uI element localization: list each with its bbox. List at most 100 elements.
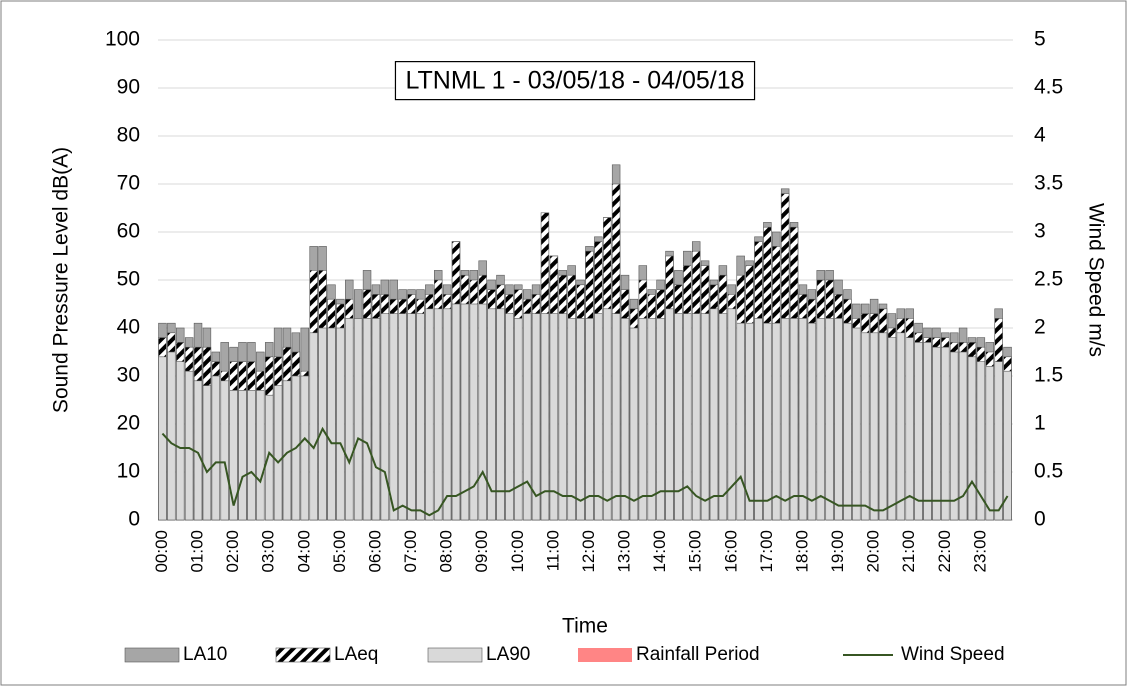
- bar: [256, 390, 265, 521]
- bar: [825, 318, 834, 521]
- bars: [158, 164, 1012, 521]
- x-tick-label: 09:00: [472, 530, 491, 573]
- y-tick-label: 70: [117, 172, 140, 195]
- y2-tick-label: 3.5: [1034, 172, 1063, 195]
- bar: [763, 322, 772, 521]
- bar: [878, 332, 888, 521]
- bar: [780, 318, 790, 521]
- y2-tick-label: 2: [1034, 316, 1046, 339]
- bar: [540, 313, 550, 521]
- x-tick-label: 03:00: [259, 530, 278, 573]
- x-tick-label: 22:00: [935, 530, 954, 573]
- bar: [416, 313, 425, 521]
- bar: [665, 308, 674, 521]
- bar: [389, 313, 398, 521]
- bar: [914, 342, 923, 521]
- bar: [709, 308, 719, 521]
- bar: [238, 390, 247, 521]
- bar: [434, 308, 443, 521]
- legend-label: LA90: [486, 644, 530, 665]
- bar: [638, 318, 648, 521]
- bar: [923, 342, 932, 521]
- bar: [985, 366, 994, 521]
- bar: [976, 361, 986, 521]
- bar: [896, 332, 906, 521]
- x-tick-label: 07:00: [401, 530, 420, 573]
- bar: [869, 332, 879, 521]
- y-axis-title: Sound Pressure Level dB(A): [50, 147, 73, 413]
- y-tick-label: 80: [117, 124, 140, 147]
- title-box: [394, 61, 756, 101]
- bar: [861, 332, 870, 521]
- y2-tick-label: 5: [1034, 28, 1046, 51]
- lines: [161, 426, 1009, 517]
- x-tick-label: 21:00: [899, 530, 918, 573]
- y-tick-label: 60: [117, 220, 140, 243]
- bar: [807, 322, 817, 521]
- y2-tick-label: 1: [1034, 412, 1046, 435]
- bar: [603, 308, 612, 521]
- bar: [309, 332, 318, 521]
- bar: [353, 318, 363, 521]
- x-tick-label: 05:00: [330, 530, 349, 573]
- bar: [202, 385, 212, 521]
- bar: [691, 313, 701, 521]
- x-tick-label: 16:00: [721, 530, 740, 573]
- bar: [656, 318, 665, 521]
- x-tick-label: 20:00: [864, 530, 883, 573]
- bar: [905, 337, 914, 521]
- bar: [994, 361, 1003, 521]
- x-tick-label: 08:00: [437, 530, 456, 573]
- bar: [843, 322, 852, 521]
- x-tick-label: 13:00: [615, 530, 634, 573]
- bar: [469, 303, 479, 521]
- legend-swatch: [427, 647, 483, 663]
- bar: [887, 337, 897, 521]
- bar: [478, 303, 487, 521]
- x-tick-label: 04:00: [294, 530, 313, 573]
- bar: [496, 308, 505, 521]
- bar: [522, 313, 532, 521]
- bar: [798, 318, 808, 521]
- y-tick-label: 50: [117, 268, 140, 291]
- bar: [967, 356, 977, 521]
- bar: [300, 375, 309, 521]
- y-tick-label: 90: [117, 76, 140, 99]
- x-tick-label: 12:00: [579, 530, 598, 573]
- y2-tick-label: 0: [1034, 508, 1046, 531]
- bar: [362, 318, 372, 521]
- bar: [184, 370, 194, 521]
- bar: [371, 318, 381, 521]
- x-tick-label: 14:00: [650, 530, 669, 573]
- legend-label: LA10: [183, 644, 227, 665]
- x-tick-label: 00:00: [152, 530, 171, 573]
- x-tick-label: 17:00: [757, 530, 776, 573]
- bar: [211, 375, 221, 521]
- bar: [487, 308, 496, 521]
- y2-tick-label: 2.5: [1034, 268, 1063, 291]
- bar: [932, 346, 941, 521]
- legend: LA10 LAeq LA90 Rainfall Period Wind Speed: [124, 644, 1005, 665]
- bar: [318, 327, 327, 521]
- bar: [727, 308, 736, 521]
- bar: [941, 346, 950, 521]
- y2-tick-label: 4.5: [1034, 76, 1063, 99]
- x-tick-label: 11:00: [543, 530, 562, 571]
- bar: [398, 313, 407, 521]
- y-tick-label: 40: [117, 316, 140, 339]
- y-tick-label: 30: [117, 364, 140, 387]
- y2-axis-title: Wind Speed m/s: [1084, 203, 1107, 357]
- bar: [247, 390, 256, 521]
- bar: [647, 318, 656, 521]
- bar: [514, 318, 523, 521]
- wind-line: [161, 426, 1009, 517]
- legend-label: Wind Speed: [901, 644, 1005, 665]
- y-tick-label: 10: [117, 460, 140, 483]
- x-tick-label: 01:00: [188, 530, 207, 573]
- legend-swatch: [578, 648, 632, 662]
- bar: [816, 318, 825, 521]
- y-tick-label: 20: [117, 412, 140, 435]
- y-tick-label: 100: [105, 28, 140, 51]
- bar: [264, 394, 274, 521]
